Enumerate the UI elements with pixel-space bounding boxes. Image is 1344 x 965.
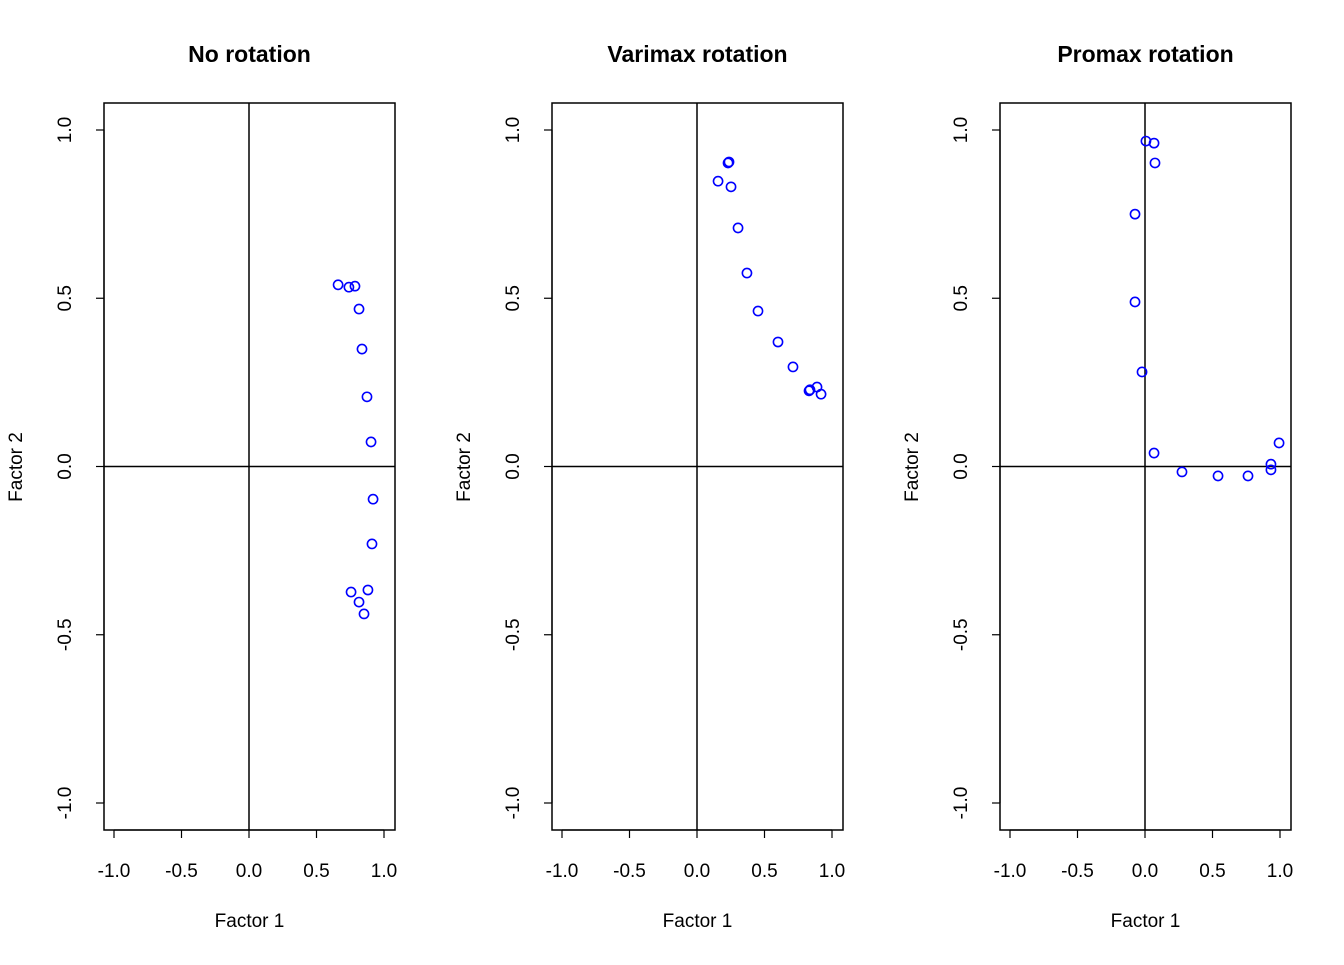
y-axis-label: Factor 2	[6, 432, 27, 502]
y-tick-label: -0.5	[55, 618, 76, 651]
y-tick-label: 1.0	[55, 117, 76, 143]
y-tick-label: 1.0	[951, 117, 972, 143]
data-point	[1149, 157, 1161, 169]
data-point	[1176, 466, 1188, 478]
y-axis-label: Factor 2	[454, 432, 475, 502]
data-point	[732, 222, 744, 234]
y-tick-label: -1.0	[55, 787, 76, 820]
x-axis-label: Factor 1	[1111, 911, 1181, 932]
data-point	[362, 584, 374, 596]
data-point	[345, 586, 357, 598]
y-tick-label: 1.0	[503, 117, 524, 143]
data-point	[752, 305, 764, 317]
y-tick-label: 0.0	[503, 453, 524, 479]
data-point	[353, 596, 365, 608]
data-point	[1136, 366, 1148, 378]
data-point	[361, 391, 373, 403]
y-tick-label: 0.0	[951, 453, 972, 479]
data-point	[356, 343, 368, 355]
panel-title: No rotation	[188, 41, 311, 67]
data-point	[1148, 137, 1160, 149]
x-tick-label: -1.0	[994, 861, 1027, 882]
data-point	[1148, 447, 1160, 459]
data-point	[1242, 470, 1254, 482]
y-tick-label: 0.5	[55, 285, 76, 311]
x-tick-label: 0.0	[684, 861, 710, 882]
y-axis-label: Factor 2	[902, 432, 923, 502]
data-point	[712, 175, 724, 187]
data-point	[722, 157, 734, 169]
x-tick-label: 0.5	[751, 861, 777, 882]
x-axis-label: Factor 1	[215, 911, 285, 932]
panel-1: No rotation -1.0 -0.5 0.0 0.5 1.0 -1.0 -0.5 0.0 0…	[6, 41, 397, 932]
y-tick-label: 0.0	[55, 453, 76, 479]
x-tick-label: 0.0	[1132, 861, 1158, 882]
data-point	[349, 280, 361, 292]
data-point	[353, 303, 365, 315]
x-tick-label: 1.0	[819, 861, 845, 882]
y-tick-label: 0.5	[951, 285, 972, 311]
y-tick-label: 0.5	[503, 285, 524, 311]
x-tick-label: 0.0	[236, 861, 262, 882]
data-point	[365, 436, 377, 448]
x-tick-label: 0.5	[1199, 861, 1225, 882]
data-point	[741, 267, 753, 279]
y-tick-label: -1.0	[951, 787, 972, 820]
panel-title: Promax rotation	[1057, 41, 1233, 67]
x-tick-label: 0.5	[303, 861, 329, 882]
panel-title: Varimax rotation	[607, 41, 787, 67]
data-point	[1129, 208, 1141, 220]
data-point	[1212, 470, 1224, 482]
x-tick-label: -1.0	[546, 861, 579, 882]
data-point	[332, 279, 344, 291]
x-tick-label: -0.5	[613, 861, 646, 882]
data-point	[367, 493, 379, 505]
y-tick-label: -0.5	[503, 618, 524, 651]
x-axis-label: Factor 1	[663, 911, 733, 932]
data-point	[1273, 437, 1285, 449]
data-point	[1129, 296, 1141, 308]
data-point	[804, 384, 816, 396]
data-point	[723, 156, 735, 168]
x-tick-label: 1.0	[1267, 861, 1293, 882]
data-point	[1265, 458, 1277, 470]
panel-3: Promax rotation -1.0 -0.5 0.0 0.5 1.0 -1.0 -0.5…	[902, 41, 1293, 932]
data-point	[1265, 464, 1277, 476]
panel-2: Varimax rotation -1.0 -0.5 0.0 0.5 1.0 -1.0 -0.…	[454, 41, 845, 932]
x-tick-label: -0.5	[165, 861, 198, 882]
x-tick-label: -1.0	[98, 861, 131, 882]
y-tick-label: -0.5	[951, 618, 972, 651]
data-point	[787, 361, 799, 373]
data-point	[358, 608, 370, 620]
data-point	[725, 181, 737, 193]
data-point	[772, 336, 784, 348]
y-tick-label: -1.0	[503, 787, 524, 820]
x-tick-label: -0.5	[1061, 861, 1094, 882]
data-point	[366, 538, 378, 550]
data-point	[343, 281, 355, 293]
x-tick-label: 1.0	[371, 861, 397, 882]
data-point	[815, 388, 827, 400]
